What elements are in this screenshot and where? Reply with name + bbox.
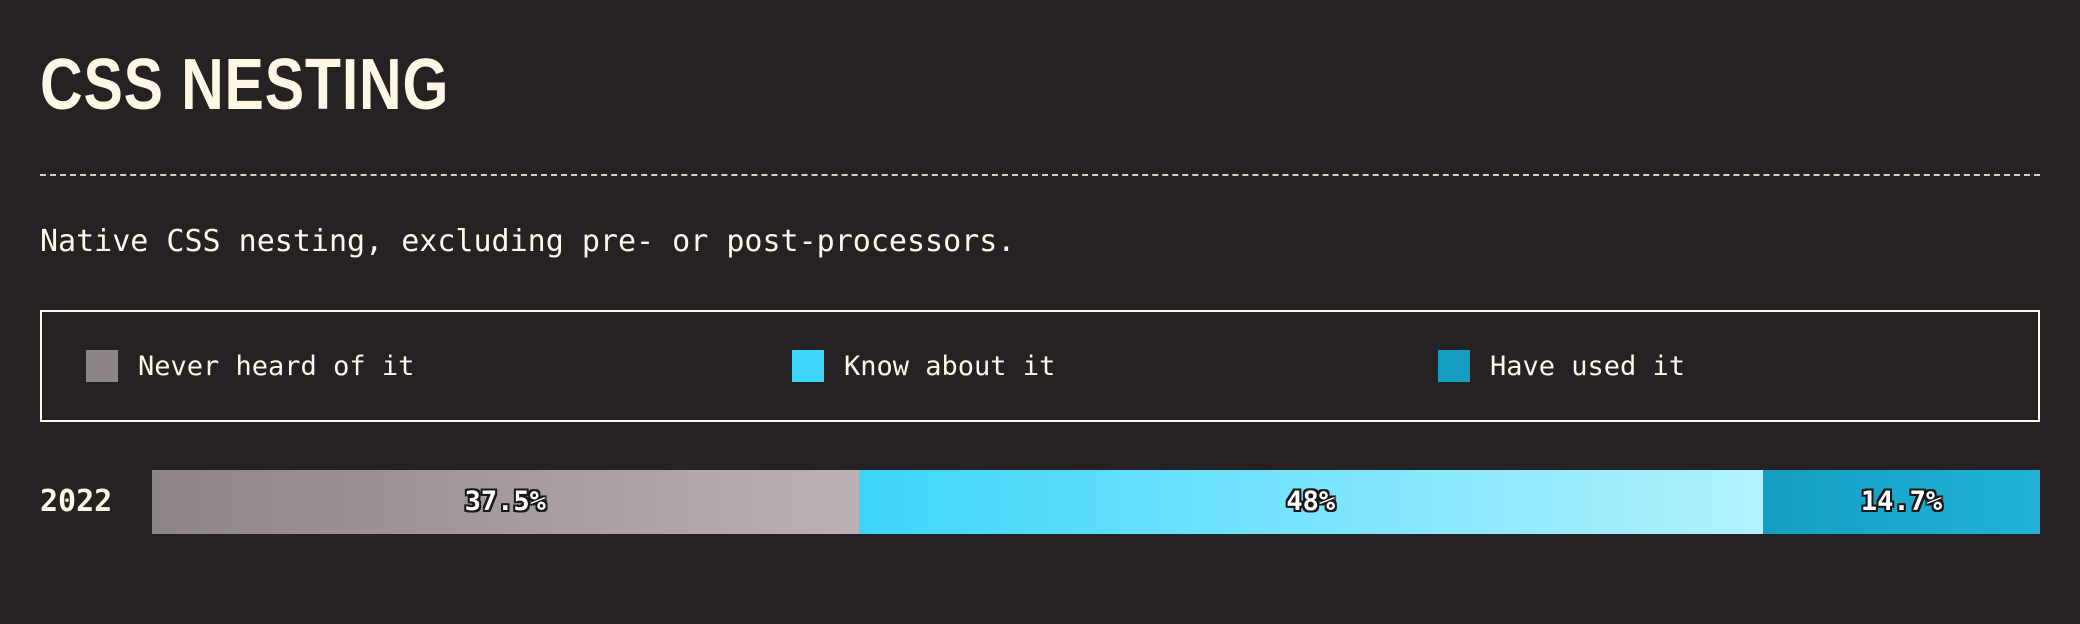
page-title: CSS NESTING [40,45,450,125]
legend-label: Never heard of it [138,350,415,382]
bar-segment-have-used[interactable] [1763,470,2040,534]
legend-item-have-used[interactable]: Have used it [1438,350,1685,382]
legend-label: Have used it [1490,350,1686,382]
stacked-bar: 37.5% 48% 14.7% [152,470,2040,534]
bar-row: 2022 37.5% 48% 14.7% [40,470,2040,534]
bar-value-label: 14.7% [1860,486,1943,517]
legend-item-know-about[interactable]: Know about it [792,350,1055,382]
legend-swatch [86,350,118,382]
legend-swatch [792,350,824,382]
bar-segment-know-about[interactable] [858,470,1763,534]
year-label: 2022 [40,484,113,519]
legend: Never heard of it Know about it Have use… [40,310,2040,422]
chart-description: Native CSS nesting, excluding pre- or po… [40,224,1016,259]
bar-value-label: 48% [1286,486,1336,517]
legend-item-never-heard[interactable]: Never heard of it [86,350,414,382]
bar-value-label: 37.5% [464,486,546,517]
bar-segment-never-heard[interactable] [152,470,859,534]
legend-label: Know about it [844,350,1056,382]
dashed-divider [40,174,2040,176]
legend-swatch [1438,350,1470,382]
